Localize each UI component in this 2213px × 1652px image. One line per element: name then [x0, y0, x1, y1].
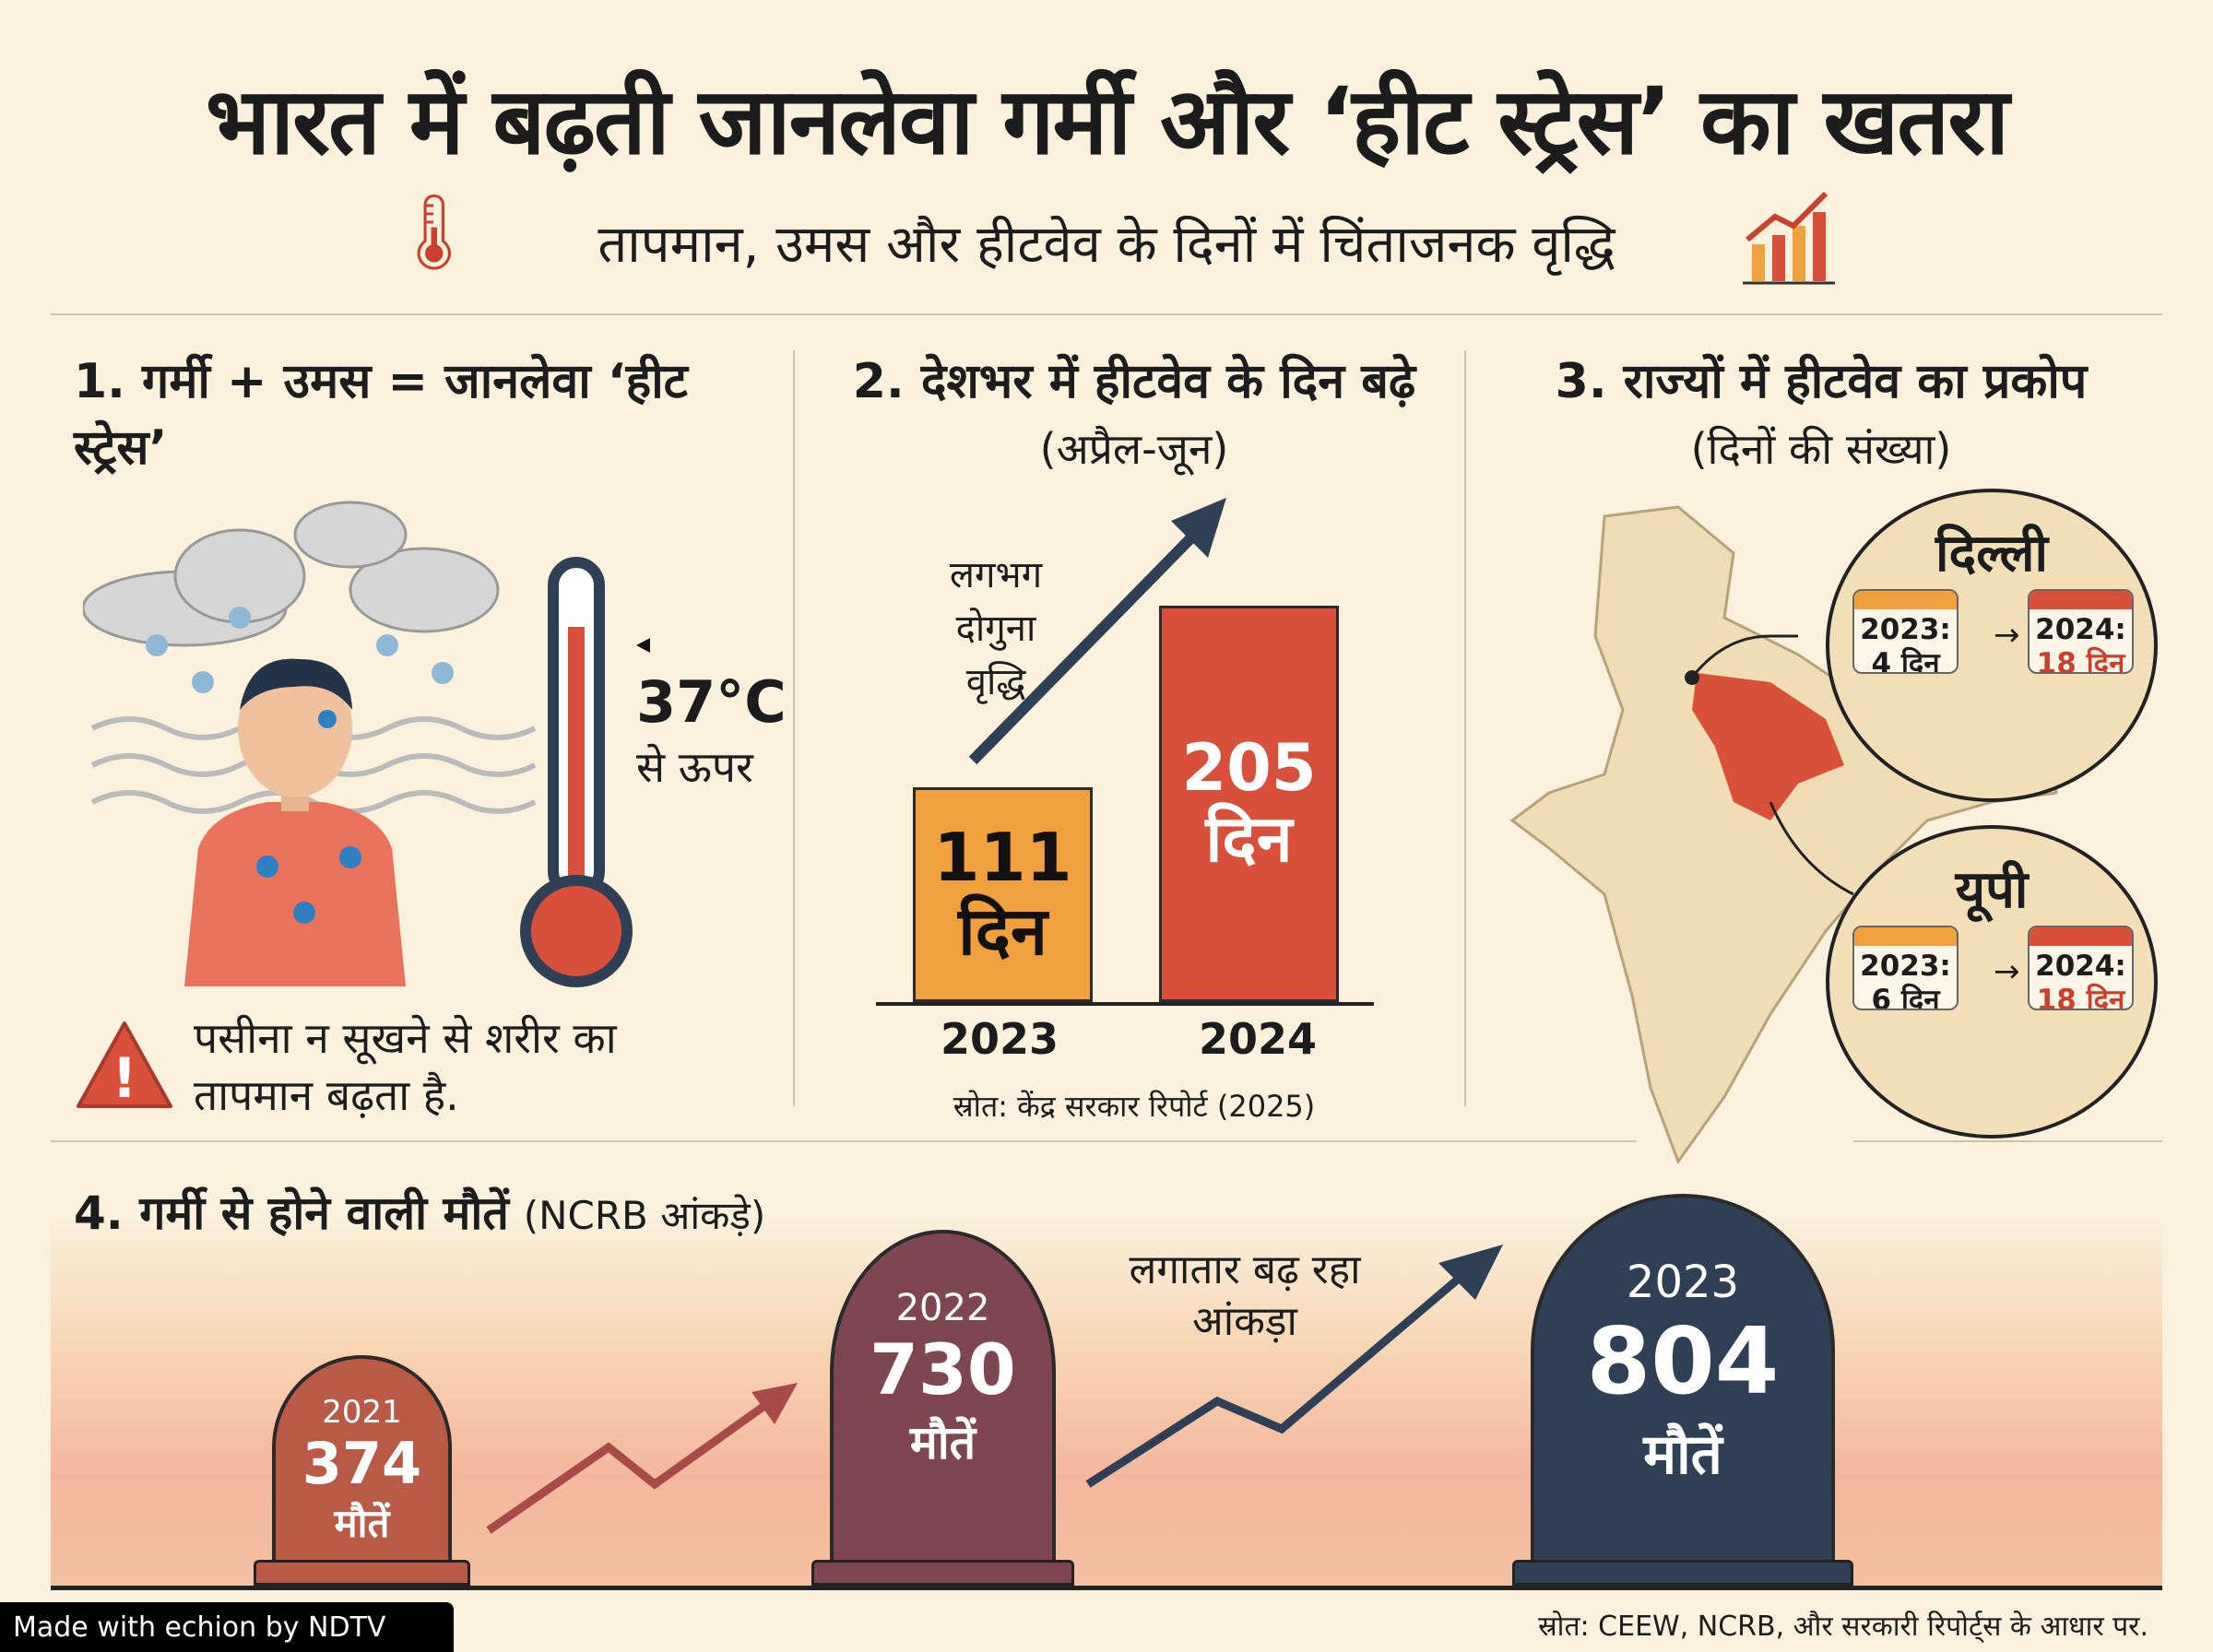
temperature-value: 37°C	[636, 668, 787, 736]
chart-baseline	[876, 1002, 1374, 1006]
state-callout-0: दिल्ली 2023: 4 दिन → 2024: 18 दिन	[1826, 489, 2158, 802]
bar-2024: 205 दिन	[1159, 606, 1339, 1002]
state-name: यूपी	[1955, 860, 2029, 920]
india-map	[1509, 505, 2058, 1165]
year-label: 2024:	[2035, 613, 2126, 646]
days-value: 18 दिन	[2036, 647, 2125, 674]
section2-title: 2. देशभर में हीटवेव के दिन बढ़े	[852, 354, 1416, 409]
section3-title: 3. राज्यों में हीटवेव का प्रकोप	[1555, 354, 2088, 409]
growth-annotation: लगभग दोगुना वृद्धि	[949, 554, 1043, 703]
tombstone-unit: मौतें	[1643, 1422, 1722, 1487]
section4-title-note: (NCRB आंकड़े)	[523, 1193, 766, 1238]
tombstone-year: 2021	[322, 1393, 402, 1431]
section1-title: 1. गर्मी + उमस = जानलेवा ‘हीट स्ट्रेस’	[74, 354, 688, 476]
growth-arrow-icon	[968, 498, 1226, 765]
section2-subtitle: (अप्रैल-जून)	[1039, 424, 1229, 474]
divider	[1464, 350, 1466, 1106]
deaths-annotation: लगातार बढ़ रहा आंकड़ा	[1129, 1246, 1361, 1345]
bar-2023: 111 दिन	[913, 787, 1093, 1002]
arrow-right-icon: →	[1994, 953, 2020, 990]
section4-title: 4. गर्मी से होने वाली मौतें (NCRB आंकड़े…	[74, 1180, 765, 1243]
tombstone-base	[254, 1560, 470, 1586]
state-name: दिल्ली	[1935, 524, 2048, 584]
trend-arrows	[486, 1245, 1503, 1534]
bar-value-label: 111	[933, 819, 1072, 897]
warning-icon: !	[77, 1021, 172, 1111]
page-subtitle: तापमान, उमस और हीटवेव के दिनों में चिंता…	[598, 215, 1615, 275]
tombstone-2023: 2023 804 मौतें	[1531, 1194, 1835, 1586]
year-label: 2023:	[1860, 613, 1951, 646]
tombstone-value: 730	[870, 1328, 1016, 1410]
growth-chart-icon	[1743, 191, 1835, 285]
divider	[1853, 1140, 2162, 1142]
svg-text:!: !	[112, 1046, 136, 1111]
bar-unit-label: दिन	[1205, 801, 1293, 877]
tombstone-unit: मौतें	[334, 1500, 390, 1546]
bar-unit-label: दिन	[958, 891, 1047, 970]
tombstone-value: 804	[1586, 1306, 1780, 1415]
section2-source: स्रोत: केंद्र सरकार रिपोर्ट (2025)	[953, 1089, 1316, 1124]
made-with-badge[interactable]: Made with echion by NDTV	[0, 1602, 454, 1652]
footer-source: स्रोत: CEEW, NCRB, और सरकारी रिपोर्ट्स क…	[1538, 1611, 2148, 1643]
ground-line	[51, 1586, 2162, 1590]
tombstone-year: 2022	[895, 1286, 990, 1329]
tombstone-2021: 2021 374 मौतें	[272, 1355, 452, 1586]
calendar-icon: 2023: 6 दिन	[1852, 926, 1959, 1010]
divider	[793, 350, 795, 1106]
tombstone-base	[1512, 1560, 1853, 1586]
state-callout-1: यूपी 2023: 6 दिन → 2024: 18 दिन	[1826, 825, 2158, 1139]
x-tick-2024: 2024	[1199, 1014, 1318, 1064]
up-region	[1692, 673, 1844, 820]
warning-text: पसीना न सूखने से शरीर का तापमान बढ़ता है…	[194, 1013, 617, 1120]
divider	[51, 313, 2162, 315]
tombstone-value: 374	[302, 1429, 422, 1497]
thermometer-icon: 🌡	[387, 189, 481, 275]
x-tick-2023: 2023	[941, 1014, 1059, 1064]
section4-title-main: 4. गर्मी से होने वाली मौतें	[74, 1186, 509, 1240]
heat-stress-illustration	[83, 501, 650, 987]
year-label: 2023:	[1860, 950, 1951, 983]
calendar-icon: 2024: 18 दिन	[2028, 589, 2134, 674]
days-value: 4 दिन	[1871, 647, 1940, 674]
tombstone-unit: मौतें	[909, 1416, 976, 1470]
calendar-icon: 2023: 4 दिन	[1852, 589, 1959, 674]
section3-subtitle: (दिनों की संख्या)	[1690, 424, 1952, 474]
year-label: 2024:	[2035, 950, 2126, 983]
tombstone-year: 2023	[1626, 1256, 1740, 1308]
days-value: 6 दिन	[1871, 984, 1940, 1010]
arrow-right-icon: →	[1994, 617, 2020, 654]
divider	[51, 1140, 1637, 1142]
tombstone-2022: 2022 730 मौतें	[830, 1230, 1056, 1586]
tombstone-base	[811, 1560, 1074, 1586]
calendar-icon: 2024: 18 दिन	[2028, 926, 2134, 1010]
page-title: भारत में बढ़ती जानलेवा गर्मी और ‘हीट स्ट…	[205, 67, 2009, 175]
days-value: 18 दिन	[2036, 984, 2125, 1010]
bar-value-label: 205	[1181, 730, 1317, 806]
temperature-note: से ऊपर	[636, 742, 753, 792]
